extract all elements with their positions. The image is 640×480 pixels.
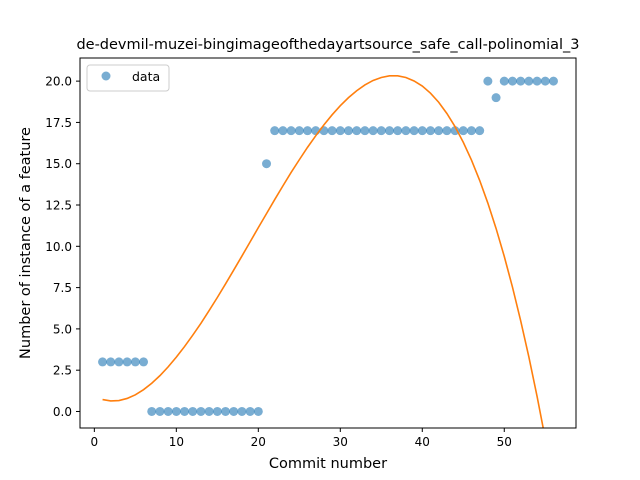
x-tick-label: 20 [251,435,266,449]
x-tick-label: 0 [91,435,99,449]
y-tick-label: 10.0 [45,240,72,254]
legend-marker-data [101,71,111,81]
data-point [425,126,435,136]
data-point [466,126,476,136]
data-point [270,126,280,136]
y-tick-label: 5.0 [53,322,72,336]
chart-title: de-devmil-muzei-bingimageofthedayartsour… [76,37,579,53]
data-point [229,406,239,416]
legend-box [86,64,170,92]
data-point [524,76,534,86]
data-point [114,357,124,367]
data-point [327,126,337,136]
y-axis-ticks: 0.0 2.5 5.0 7.5 10.0 12.5 15.0 17.5 20.0 [45,75,80,419]
data-point [286,126,296,136]
data-point [434,126,444,136]
y-tick-label: 2.5 [53,364,72,378]
y-axis-label: Number of instance of a feature [18,127,34,359]
data-point [507,76,517,86]
data-point [540,76,550,86]
x-tick-label: 30 [333,435,348,449]
data-point [303,126,313,136]
plot-area-frame [79,57,577,429]
data-point [294,126,304,136]
data-point [253,406,263,416]
data-point [106,357,116,367]
fit-curve-group [102,75,545,428]
y-tick-label: 20.0 [45,75,72,89]
data-point [204,406,214,416]
data-point [401,126,411,136]
data-point [384,126,394,136]
data-point [442,126,452,136]
x-axis-ticks: 0 10 20 30 40 50 [91,428,512,449]
data-point [483,76,493,86]
data-point [139,357,149,367]
data-point [475,126,485,136]
data-point [368,126,378,136]
data-point [237,406,247,416]
data-point [491,93,501,103]
data-point [180,406,190,416]
data-point [450,126,460,136]
data-point [516,76,526,86]
data-point [499,76,509,86]
data-point [98,357,108,367]
x-tick-label: 40 [415,435,430,449]
y-tick-label: 0.0 [53,405,72,419]
legend-label-data: data [132,69,160,84]
data-point [221,406,231,416]
data-point [147,406,157,416]
x-tick-label: 10 [169,435,184,449]
data-point [335,126,345,136]
data-point [319,126,329,136]
data-points [98,76,558,416]
data-point [130,357,140,367]
data-point [417,126,427,136]
data-point [352,126,362,136]
x-axis-label: Commit number [269,456,387,472]
data-point [343,126,353,136]
data-point [278,126,288,136]
data-point [409,126,419,136]
data-point [188,406,198,416]
data-point [393,126,403,136]
data-point [360,126,370,136]
data-point [122,357,132,367]
data-point [532,76,542,86]
data-point [458,126,468,136]
x-tick-label: 50 [497,435,512,449]
fit-curve-line [102,75,545,428]
data-point [212,406,222,416]
data-point [163,406,173,416]
data-point [245,406,255,416]
legend: data [86,64,170,92]
data-point [548,76,558,86]
data-point [196,406,206,416]
y-tick-label: 12.5 [45,199,72,213]
y-tick-label: 7.5 [53,281,72,295]
y-tick-label: 15.0 [45,157,72,171]
y-tick-label: 17.5 [45,116,72,130]
data-point [155,406,165,416]
data-point [376,126,386,136]
data-point [171,406,181,416]
data-point [262,159,272,169]
